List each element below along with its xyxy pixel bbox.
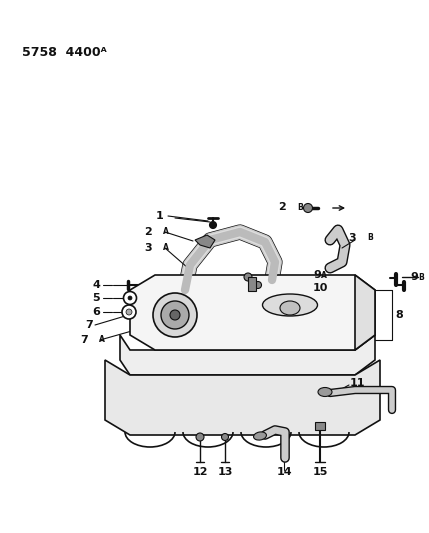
Circle shape <box>254 281 262 288</box>
Text: B: B <box>367 233 373 243</box>
Text: 1: 1 <box>155 211 163 221</box>
Text: 9: 9 <box>313 270 321 280</box>
Text: A: A <box>163 244 169 253</box>
Circle shape <box>124 292 136 304</box>
Circle shape <box>128 296 132 300</box>
Text: 3: 3 <box>348 233 356 243</box>
Text: 11: 11 <box>350 378 366 388</box>
Text: A: A <box>99 335 105 344</box>
Text: 7: 7 <box>85 320 93 330</box>
Ellipse shape <box>254 432 266 440</box>
Circle shape <box>303 204 312 213</box>
Text: 8: 8 <box>395 310 403 320</box>
Circle shape <box>244 273 252 281</box>
Text: 2: 2 <box>278 202 286 212</box>
Polygon shape <box>105 360 380 435</box>
Text: 3: 3 <box>145 243 152 253</box>
Ellipse shape <box>318 387 332 397</box>
Bar <box>248 277 256 291</box>
Text: 5758  4400ᴬ: 5758 4400ᴬ <box>22 45 107 59</box>
Text: 15: 15 <box>312 467 328 477</box>
Circle shape <box>209 222 217 229</box>
Circle shape <box>122 305 136 319</box>
Text: 5: 5 <box>92 293 100 303</box>
Polygon shape <box>120 335 375 375</box>
Text: B: B <box>297 203 303 212</box>
Text: 9: 9 <box>410 272 418 282</box>
Text: A: A <box>321 271 327 279</box>
Polygon shape <box>355 275 375 350</box>
Circle shape <box>221 433 229 440</box>
Circle shape <box>161 301 189 329</box>
Polygon shape <box>130 275 375 350</box>
Text: 6: 6 <box>92 307 100 317</box>
Text: 13: 13 <box>218 467 233 477</box>
Ellipse shape <box>263 294 317 316</box>
Text: 10: 10 <box>313 283 328 293</box>
Bar <box>315 422 325 430</box>
Circle shape <box>196 433 204 441</box>
Polygon shape <box>195 235 215 248</box>
Circle shape <box>153 293 197 337</box>
Text: 2: 2 <box>144 227 152 237</box>
Circle shape <box>126 309 132 315</box>
Text: 12: 12 <box>192 467 208 477</box>
Text: 4: 4 <box>92 280 100 290</box>
Circle shape <box>170 310 180 320</box>
Text: B: B <box>418 272 424 281</box>
Text: 14: 14 <box>277 467 293 477</box>
Text: A: A <box>163 228 169 237</box>
Ellipse shape <box>280 301 300 315</box>
Text: 7: 7 <box>80 335 88 345</box>
